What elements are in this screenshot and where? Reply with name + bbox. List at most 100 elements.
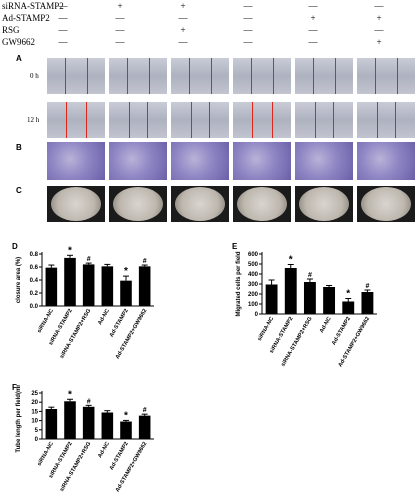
panel-label-c: C <box>16 186 22 195</box>
scratch-edge-line <box>211 58 212 94</box>
significance-mark: # <box>143 258 147 265</box>
scratch-image-0h <box>295 58 353 94</box>
significance-mark: # <box>87 398 91 405</box>
chart-closure-area: closure area (%) 0.0 0.2 0.4 0.6 0.8 siRNA-NC *… <box>16 246 154 360</box>
scratch-image-0h <box>171 58 229 94</box>
scratch-edge-line <box>129 102 131 138</box>
y-tick-label: 0.0 <box>30 304 39 310</box>
significance-mark: * <box>346 289 350 300</box>
bar <box>284 268 297 314</box>
chart-migrated-cells: Migrated cells per field 0 100 200 300 400 500… <box>236 251 377 368</box>
panel-label-e: E <box>232 242 238 251</box>
scratch-edge-line <box>209 102 210 138</box>
scratch-edge-line <box>333 102 334 138</box>
scratch-edge-line <box>271 102 273 138</box>
x-tick-label: Ad-STAMP2 <box>109 441 130 471</box>
significance-mark: # <box>365 283 369 290</box>
treatment-mark: — <box>58 37 68 47</box>
chart-tube-length: Tube length per field(mm) 0 5 10 15 20 25 siRNA… <box>16 385 154 493</box>
treatment-mark: + <box>376 37 382 47</box>
bar <box>82 406 95 439</box>
treatment-mark: — <box>243 37 253 47</box>
y-tick-label: 0.4 <box>30 278 39 284</box>
treatment-mark: — <box>178 13 188 23</box>
treatment-mark: + <box>180 25 186 35</box>
scratch-edge-line <box>397 58 398 94</box>
y-tick-label: 25 <box>31 391 38 397</box>
treatment-mark: — <box>58 1 68 11</box>
y-tick-label: 15 <box>31 409 38 415</box>
scratch-edge-line <box>315 102 316 138</box>
scratch-edge-line <box>146 102 148 138</box>
treatment-mark: — <box>308 1 318 11</box>
transwell-image <box>357 142 415 180</box>
scratch-image-12h <box>295 102 353 138</box>
treatment-mark: — <box>58 25 68 35</box>
scratch-edge-line <box>191 102 192 138</box>
scratch-image-12h <box>171 102 229 138</box>
scratch-edge-line <box>65 58 66 94</box>
transwell-image <box>295 142 353 180</box>
treatment-mark: — <box>308 37 318 47</box>
x-tick-label: Ad-NC <box>319 316 333 334</box>
treatment-mark: + <box>180 1 186 11</box>
y-tick-label: 100 <box>248 302 259 308</box>
scratch-image-12h <box>233 102 291 138</box>
time-label-0h: 0 h <box>30 72 39 80</box>
microscope-field <box>51 187 101 221</box>
microscope-field <box>361 187 411 221</box>
scratch-image-12h <box>109 102 167 138</box>
bar <box>323 287 336 314</box>
treatment-mark: — <box>374 25 384 35</box>
scratch-image-12h <box>357 102 415 138</box>
scratch-edge-line <box>377 102 379 138</box>
bar <box>120 421 132 439</box>
bar <box>45 409 58 439</box>
scratch-image-0h <box>109 58 167 94</box>
treatment-mark: — <box>115 37 125 47</box>
bar <box>101 412 114 439</box>
tube-formation-image <box>109 186 167 222</box>
y-tick-label: 0.2 <box>30 291 39 297</box>
y-tick-label: 0.8 <box>30 252 39 258</box>
scratch-edge-line <box>252 102 254 138</box>
significance-mark: * <box>68 246 72 256</box>
tube-formation-image <box>171 186 229 222</box>
bar <box>361 292 374 314</box>
transwell-image <box>47 142 105 180</box>
transwell-image <box>109 142 167 180</box>
treatment-mark: — <box>243 25 253 35</box>
significance-mark: * <box>124 266 128 277</box>
bar <box>45 267 58 306</box>
treatment-table: siRNA-STAMP2 Ad-STAMP2 RSG GW9662 — + + — — —… <box>0 0 415 50</box>
panel-label-f: F <box>12 383 17 392</box>
y-axis-label: Tube length per field(mm) <box>16 385 22 453</box>
bar <box>120 280 132 306</box>
significance-mark: * <box>68 389 72 400</box>
scratch-edge-line <box>87 58 88 94</box>
treatment-mark: — <box>115 25 125 35</box>
treatment-mark: — <box>374 1 384 11</box>
y-tick-label: 0 <box>35 437 39 443</box>
y-tick-label: 20 <box>31 400 38 406</box>
y-tick-label: 600 <box>248 252 259 258</box>
x-tick-label: Ad-STAMP2 <box>331 316 352 346</box>
scratch-edge-line <box>313 58 314 94</box>
treatment-label-sirna: siRNA-STAMP2 <box>2 1 64 11</box>
bar <box>303 282 316 314</box>
bar <box>64 401 76 439</box>
x-tick-label: siRNA-NC <box>37 441 56 467</box>
treatment-mark: — <box>58 13 68 23</box>
scratch-edge-line <box>375 58 376 94</box>
treatment-mark: — <box>308 25 318 35</box>
bar <box>138 266 151 306</box>
significance-mark: # <box>143 407 147 414</box>
y-tick-label: 10 <box>31 419 38 425</box>
treatment-mark: + <box>310 13 316 23</box>
x-tick-label: Ad-STAMP2 <box>109 308 130 338</box>
y-axis-label: closure area (%) <box>16 257 22 303</box>
scratch-edge-line <box>189 58 190 94</box>
x-tick-label: siRNA-NC <box>257 316 276 342</box>
scratch-image-0h <box>357 58 415 94</box>
treatment-mark: + <box>376 13 382 23</box>
